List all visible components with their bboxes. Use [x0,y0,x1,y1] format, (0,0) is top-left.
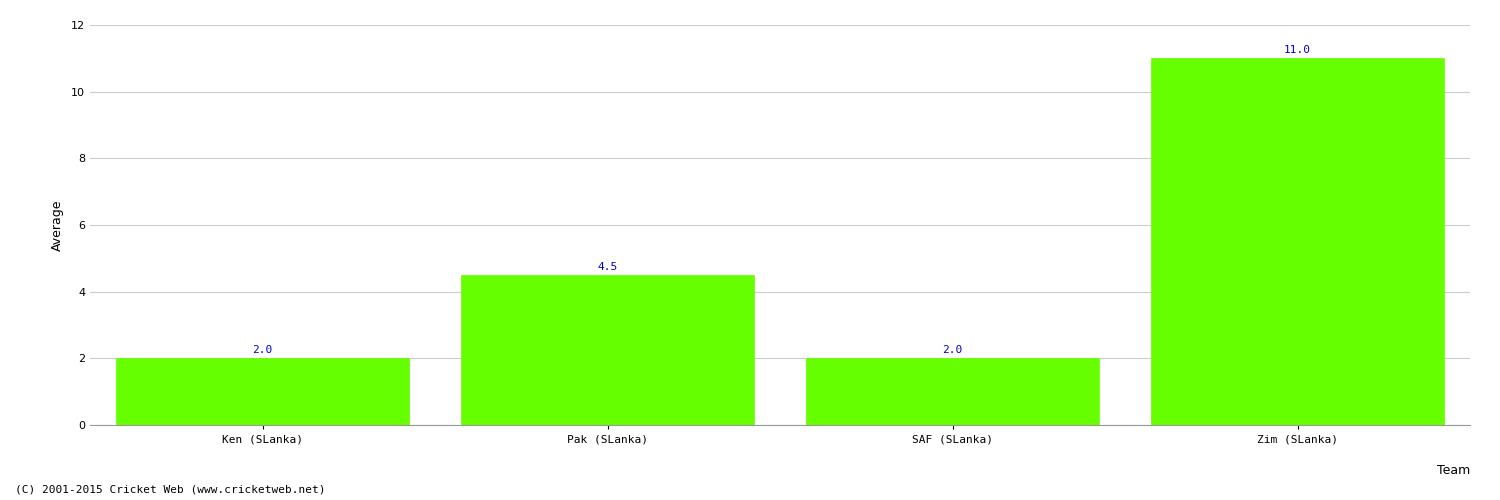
Bar [1150,58,1444,425]
Bar [460,275,754,425]
Y-axis label: Average: Average [51,199,64,251]
Text: 2.0: 2.0 [942,345,963,355]
Text: Team: Team [1437,464,1470,477]
Bar [806,358,1100,425]
Text: 2.0: 2.0 [252,345,273,355]
Text: (C) 2001-2015 Cricket Web (www.cricketweb.net): (C) 2001-2015 Cricket Web (www.cricketwe… [15,485,326,495]
Text: 4.5: 4.5 [597,262,618,272]
Bar [116,358,410,425]
Text: 11.0: 11.0 [1284,45,1311,55]
